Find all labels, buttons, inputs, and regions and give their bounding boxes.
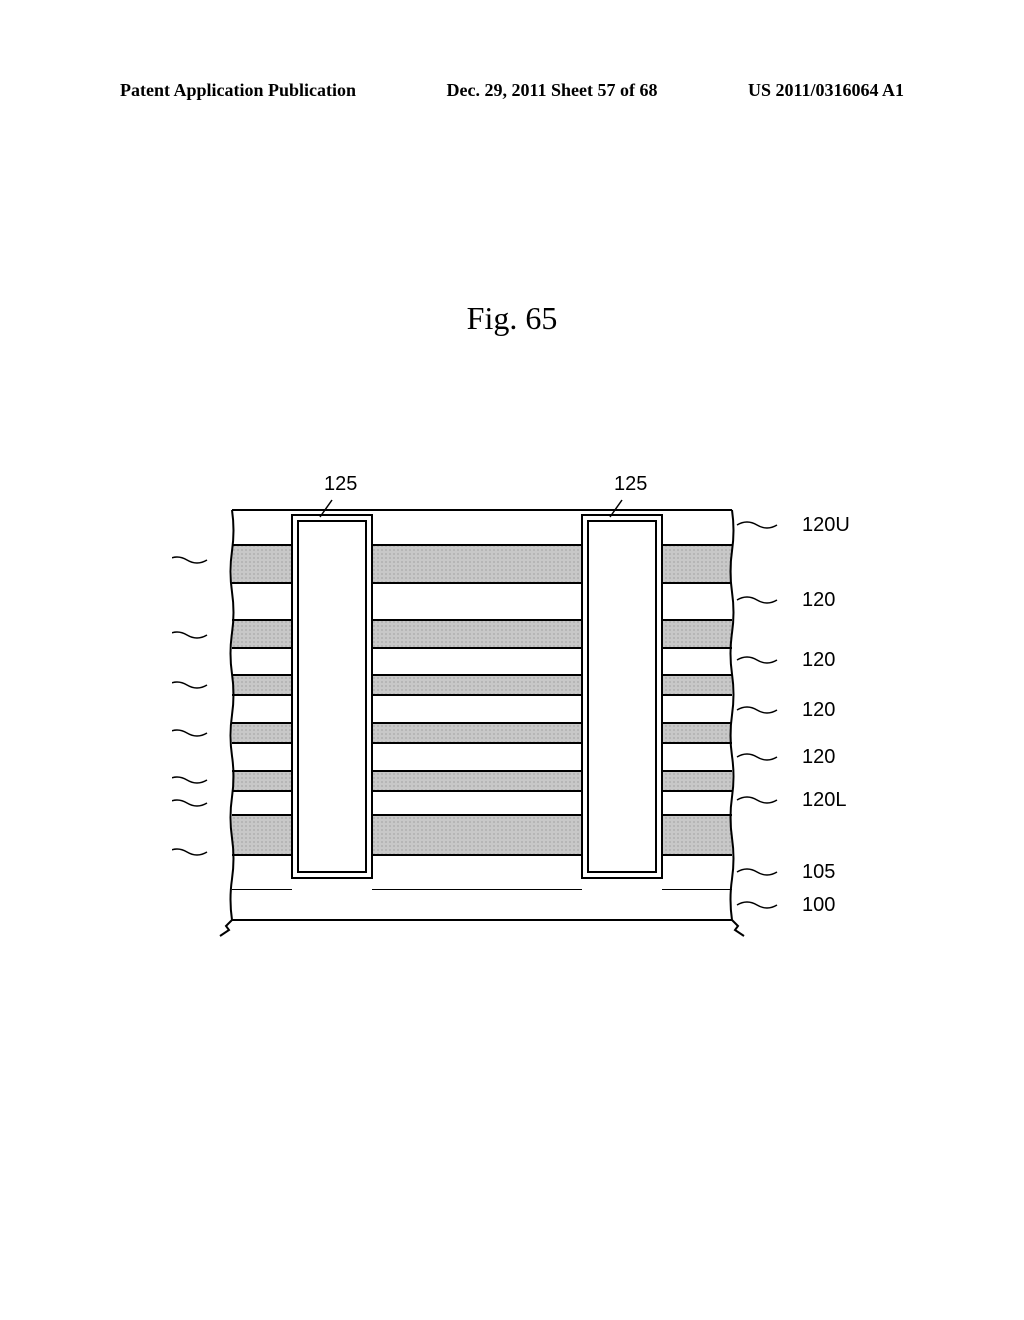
header-center: Dec. 29, 2011 Sheet 57 of 68	[447, 80, 658, 101]
diagram-svg: 125125110U110m110110110DA1110L120U120120…	[172, 460, 852, 960]
svg-text:100: 100	[802, 894, 835, 916]
svg-text:120: 120	[802, 649, 835, 671]
svg-text:120: 120	[802, 589, 835, 611]
svg-text:120U: 120U	[802, 514, 850, 536]
svg-text:120L: 120L	[802, 789, 847, 811]
svg-text:120: 120	[802, 746, 835, 768]
svg-text:125: 125	[614, 473, 647, 495]
svg-text:105: 105	[802, 861, 835, 883]
svg-text:120: 120	[802, 699, 835, 721]
page-header: Patent Application Publication Dec. 29, …	[0, 80, 1024, 101]
figure-title: Fig. 65	[0, 300, 1024, 337]
header-right: US 2011/0316064 A1	[748, 80, 904, 101]
svg-text:125: 125	[324, 473, 357, 495]
cross-section-diagram: 125125110U110m110110110DA1110L120U120120…	[172, 460, 852, 960]
header-left: Patent Application Publication	[120, 80, 356, 101]
